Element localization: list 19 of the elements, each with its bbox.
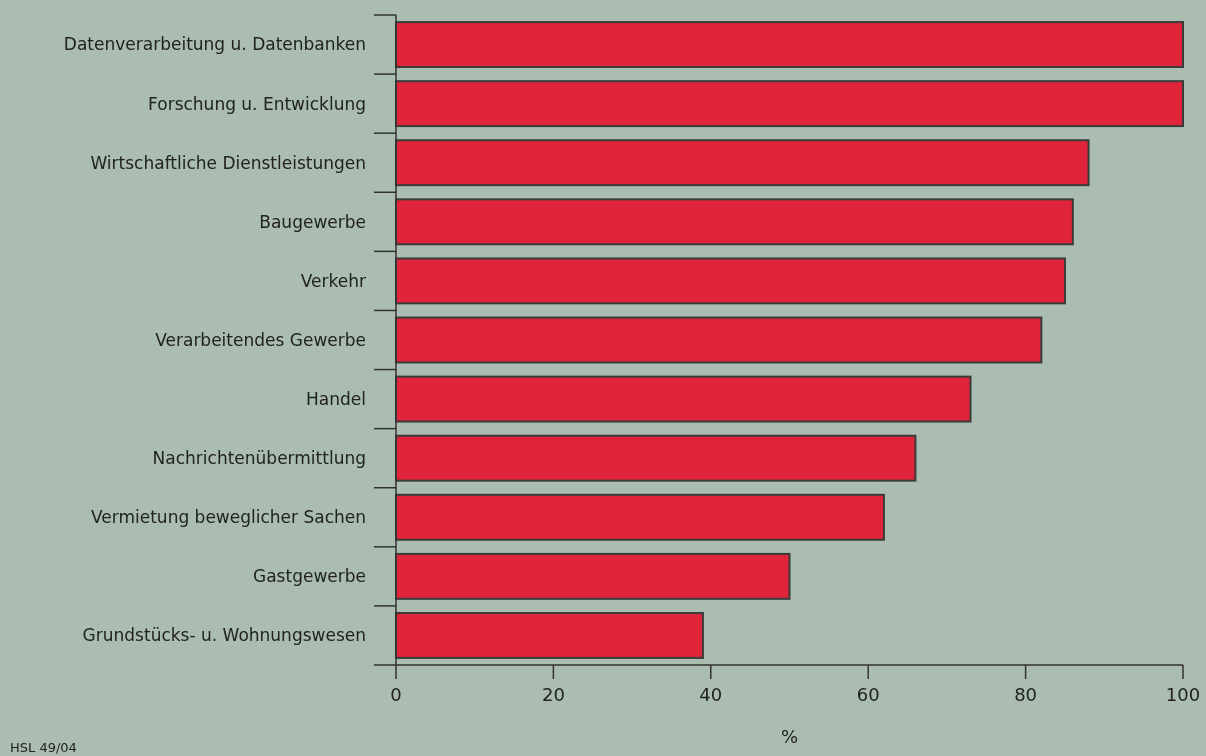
y-tick-label: Verarbeitendes Gewerbe (155, 329, 366, 350)
x-tick-label: 100 (1165, 684, 1201, 705)
y-tick-label: Gastgewerbe (253, 566, 366, 587)
y-tick-label: Handel (306, 389, 366, 410)
y-tick-label: Nachrichtenübermittlung (152, 448, 366, 469)
y-tick-label: Datenverarbeitung u. Datenbanken (63, 34, 366, 55)
y-tick-label: Verkehr (300, 270, 366, 291)
x-tick-label: 20 (541, 684, 565, 705)
y-tick-label: Forschung u. Entwicklung (148, 93, 366, 114)
y-tick-label: Baugewerbe (259, 211, 366, 232)
x-axis-title: % (780, 726, 799, 747)
x-tick-label: 0 (390, 684, 402, 705)
y-tick-label: Wirtschaftliche Dienstleistungen (90, 152, 366, 173)
x-tick-label: 40 (699, 684, 723, 705)
x-tick-label: 60 (856, 684, 880, 705)
text: HSL 49/04 (10, 740, 77, 755)
x-tick-label: 80 (1014, 684, 1038, 705)
y-tick-label: Grundstücks- u. Wohnungswesen (82, 625, 366, 646)
y-tick-label: Vermietung beweglicher Sachen (91, 507, 366, 528)
